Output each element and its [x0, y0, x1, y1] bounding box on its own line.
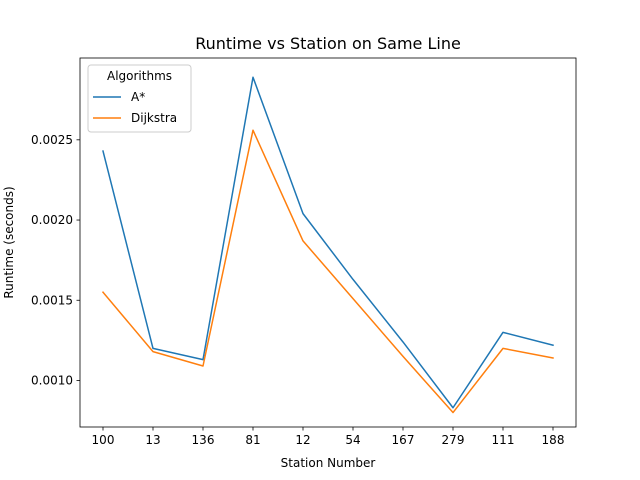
x-tick-label: 136 — [192, 433, 215, 447]
x-tick-label: 279 — [442, 433, 465, 447]
x-tick-label: 100 — [92, 433, 115, 447]
legend: Algorithms A* Dijkstra — [87, 64, 192, 133]
x-tick-label: 13 — [145, 433, 160, 447]
y-tick-label: 0.0015 — [31, 293, 73, 307]
y-tick-label: 0.0020 — [31, 213, 73, 227]
x-tick-label: 12 — [295, 433, 310, 447]
series-line-dijkstra — [101, 129, 554, 414]
y-tick-label: 0.0025 — [31, 133, 73, 147]
x-tick-label: 81 — [245, 433, 260, 447]
y-tick-label: 0.0010 — [31, 373, 73, 387]
legend-box — [87, 64, 192, 133]
x-tick-label: 167 — [392, 433, 415, 447]
y-axis-label: Runtime (seconds) — [2, 186, 16, 298]
x-tick-label: 188 — [542, 433, 565, 447]
series-line-a — [102, 76, 554, 409]
legend-label-dijkstra: Dijkstra — [131, 111, 177, 125]
x-tick-label: 111 — [492, 433, 515, 447]
legend-label-a-star: A* — [131, 90, 145, 104]
legend-title: Algorithms — [107, 69, 172, 83]
y-axis-ticks: 0.0010 0.0015 0.0020 0.0025 — [31, 133, 80, 387]
x-tick-label: 54 — [345, 433, 360, 447]
plot-frame — [79, 57, 577, 428]
x-axis-label: Station Number — [281, 456, 376, 470]
chart-title: Runtime vs Station on Same Line — [195, 34, 461, 53]
x-axis-ticks: 100 13 136 81 12 54 167 279 111 188 — [92, 427, 565, 447]
series-lines — [101, 76, 554, 414]
